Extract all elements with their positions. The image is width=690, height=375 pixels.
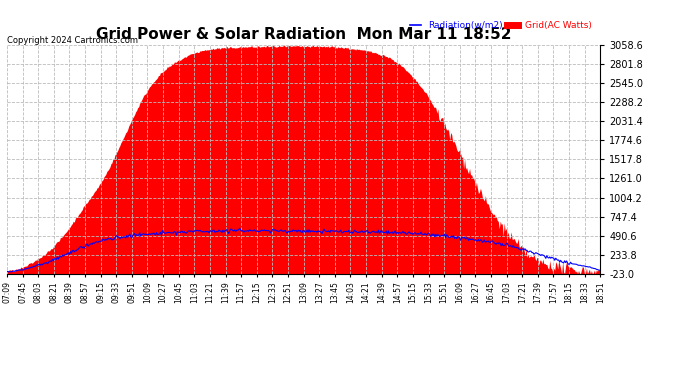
Title: Grid Power & Solar Radiation  Mon Mar 11 18:52: Grid Power & Solar Radiation Mon Mar 11 …: [96, 27, 511, 42]
Text: Copyright 2024 Cartronics.com: Copyright 2024 Cartronics.com: [7, 36, 138, 45]
Legend: Radiation(w/m2), Grid(AC Watts): Radiation(w/m2), Grid(AC Watts): [406, 18, 595, 34]
